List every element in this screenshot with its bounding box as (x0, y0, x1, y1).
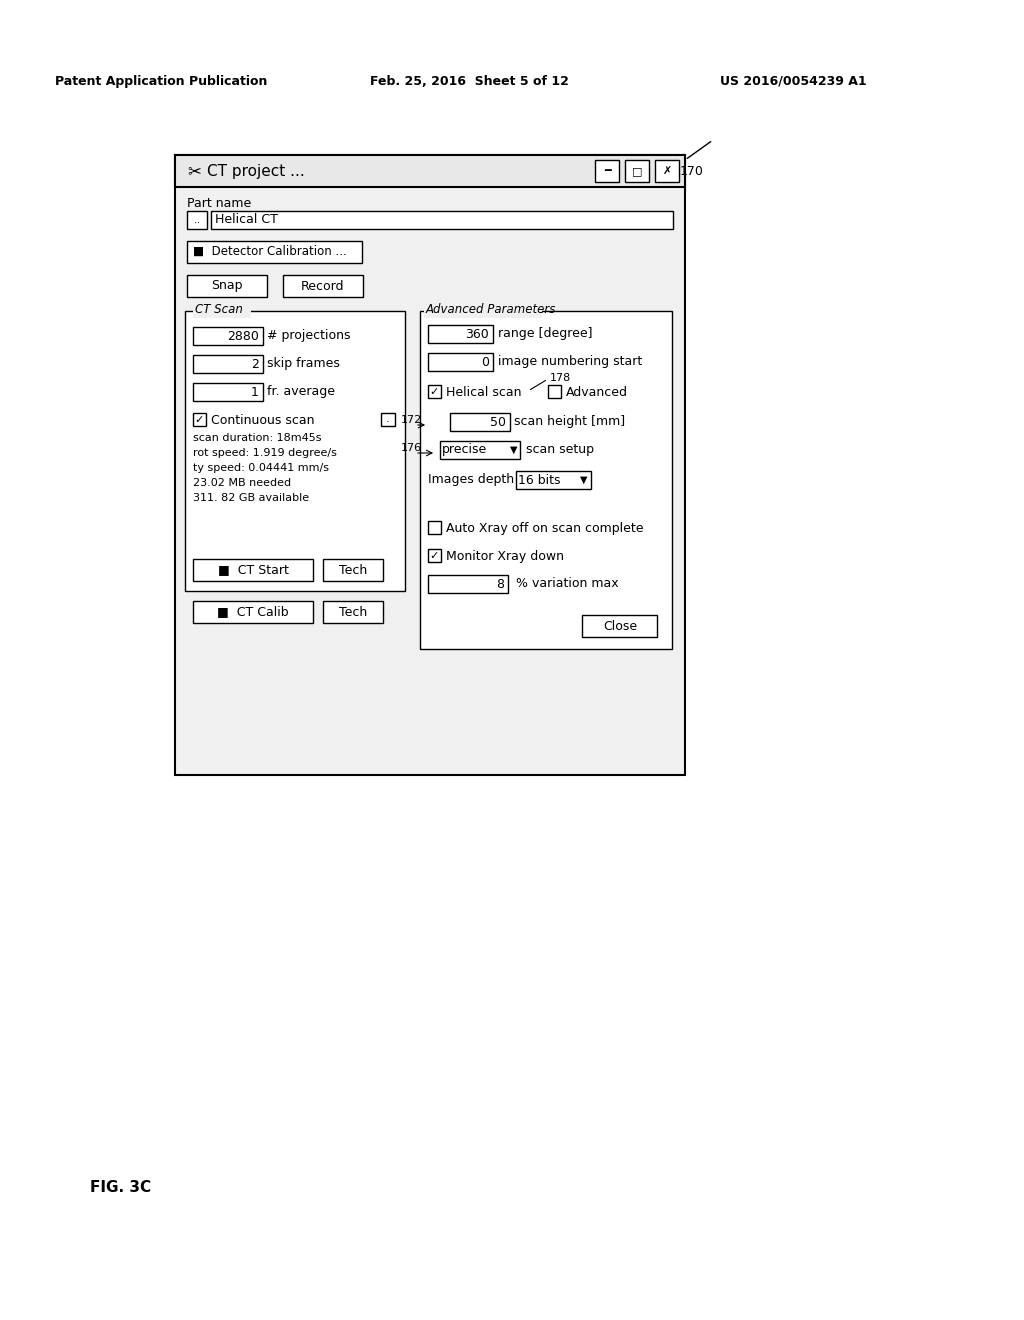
Bar (193, 355, 263, 374)
Bar (193, 601, 313, 623)
Text: 0: 0 (481, 355, 489, 368)
Text: ■  CT Start: ■ CT Start (217, 564, 289, 577)
Bar (428, 352, 493, 371)
Text: 1: 1 (251, 385, 259, 399)
Text: 2880: 2880 (227, 330, 259, 342)
Bar (428, 385, 441, 399)
Bar (428, 325, 493, 343)
Text: ✓: ✓ (430, 387, 439, 396)
Bar (185, 312, 406, 591)
Text: 16 bits: 16 bits (518, 474, 560, 487)
Bar (193, 413, 206, 426)
Text: ✓: ✓ (195, 414, 204, 425)
Bar (428, 549, 441, 562)
Text: % variation max: % variation max (516, 577, 618, 590)
Bar (211, 211, 673, 228)
Bar (193, 304, 251, 318)
Text: ..: .. (194, 215, 200, 224)
Text: CT project ...: CT project ... (207, 164, 305, 180)
Bar (323, 601, 383, 623)
Text: ty speed: 0.04441 mm/s: ty speed: 0.04441 mm/s (193, 463, 329, 473)
Bar (175, 154, 685, 775)
Text: scan duration: 18m45s: scan duration: 18m45s (193, 433, 322, 444)
Text: 8: 8 (496, 578, 504, 590)
Text: # projections: # projections (267, 329, 350, 342)
Bar (323, 558, 383, 581)
Text: ━: ━ (603, 166, 610, 176)
Bar (283, 275, 362, 297)
Bar (187, 275, 267, 297)
Text: ■  Detector Calibration ...: ■ Detector Calibration ... (193, 246, 347, 257)
Text: Tech: Tech (339, 606, 368, 619)
Text: Part name: Part name (187, 197, 251, 210)
Bar (582, 615, 657, 638)
Text: □: □ (632, 166, 642, 176)
Text: ■  CT Calib: ■ CT Calib (217, 606, 289, 619)
Text: Record: Record (301, 280, 345, 293)
Bar (428, 521, 441, 535)
Text: .: . (386, 414, 390, 424)
Text: rot speed: 1.919 degree/s: rot speed: 1.919 degree/s (193, 447, 337, 458)
Text: Tech: Tech (339, 564, 368, 577)
Text: image numbering start: image numbering start (498, 355, 642, 368)
Bar (548, 385, 561, 399)
Text: skip frames: skip frames (267, 356, 340, 370)
Text: 176: 176 (401, 444, 422, 453)
Text: Patent Application Publication: Patent Application Publication (55, 75, 267, 88)
Text: Auto Xray off on scan complete: Auto Xray off on scan complete (446, 521, 643, 535)
Bar (187, 242, 362, 263)
Text: 170: 170 (680, 165, 703, 178)
Text: Images depth: Images depth (428, 473, 514, 486)
Text: ✂: ✂ (187, 162, 201, 180)
Text: Monitor Xray down: Monitor Xray down (446, 550, 564, 564)
Text: fr. average: fr. average (267, 385, 335, 399)
Text: Advanced Parameters: Advanced Parameters (426, 304, 556, 315)
Text: Feb. 25, 2016  Sheet 5 of 12: Feb. 25, 2016 Sheet 5 of 12 (370, 75, 569, 88)
Bar (424, 304, 542, 318)
Bar (625, 160, 649, 182)
Bar (175, 154, 685, 187)
Text: scan height [mm]: scan height [mm] (514, 414, 625, 428)
Text: 172: 172 (401, 414, 422, 425)
Bar (193, 383, 263, 401)
Text: precise: precise (442, 444, 487, 457)
Bar (655, 160, 679, 182)
Bar (440, 441, 520, 459)
Text: ✗: ✗ (663, 166, 672, 176)
Text: 178: 178 (550, 374, 571, 383)
Text: 311. 82 GB available: 311. 82 GB available (193, 492, 309, 503)
Bar (187, 211, 207, 228)
Text: 23.02 MB needed: 23.02 MB needed (193, 478, 291, 488)
Text: 360: 360 (465, 327, 489, 341)
Text: Close: Close (603, 619, 637, 632)
Text: 2: 2 (251, 358, 259, 371)
Text: Helical CT: Helical CT (215, 213, 278, 226)
Bar (193, 327, 263, 345)
Text: Continuous scan: Continuous scan (211, 414, 314, 426)
Bar (420, 312, 672, 649)
Bar (428, 576, 508, 593)
Text: Helical scan: Helical scan (446, 385, 521, 399)
Text: scan setup: scan setup (526, 444, 594, 455)
Text: 50: 50 (490, 416, 506, 429)
Bar (516, 471, 591, 488)
Text: ▼: ▼ (581, 475, 588, 484)
Text: Advanced: Advanced (566, 385, 628, 399)
Bar (381, 413, 395, 426)
Text: CT Scan: CT Scan (195, 304, 243, 315)
Text: ▼: ▼ (510, 445, 518, 455)
Text: FIG. 3C: FIG. 3C (90, 1180, 152, 1195)
Bar (450, 413, 510, 432)
Bar (193, 558, 313, 581)
Bar (595, 160, 618, 182)
Text: range [degree]: range [degree] (498, 327, 593, 341)
Text: Snap: Snap (211, 280, 243, 293)
Text: US 2016/0054239 A1: US 2016/0054239 A1 (720, 75, 866, 88)
Text: ✓: ✓ (430, 550, 439, 561)
